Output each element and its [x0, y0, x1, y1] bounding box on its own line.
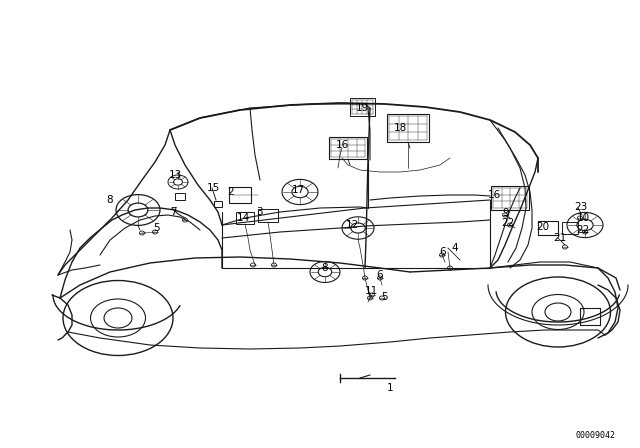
Bar: [258, 208, 278, 221]
Text: 21: 21: [554, 233, 566, 243]
Bar: [491, 186, 529, 210]
Text: 16: 16: [335, 140, 349, 150]
Text: 5: 5: [153, 223, 159, 233]
Bar: [387, 114, 429, 142]
Text: 23: 23: [574, 202, 588, 212]
Text: 22: 22: [577, 225, 589, 235]
Text: 12: 12: [346, 220, 358, 230]
Bar: [229, 187, 251, 203]
Text: 8: 8: [322, 263, 328, 273]
Text: 20: 20: [536, 222, 550, 232]
Text: 6: 6: [440, 247, 446, 257]
Bar: [562, 222, 578, 234]
Text: 16: 16: [488, 190, 500, 200]
Text: 13: 13: [168, 170, 182, 180]
Text: 15: 15: [206, 183, 220, 193]
Text: 22: 22: [501, 218, 515, 228]
Text: 6: 6: [377, 270, 383, 280]
Text: 3: 3: [256, 207, 262, 217]
Bar: [175, 193, 185, 199]
Text: 7: 7: [170, 207, 176, 217]
Text: 00009042: 00009042: [575, 431, 615, 439]
Text: 8: 8: [107, 195, 113, 205]
Bar: [329, 137, 367, 159]
Text: 4: 4: [452, 243, 458, 253]
Text: 2: 2: [228, 187, 234, 197]
Text: 11: 11: [364, 286, 378, 296]
Text: 19: 19: [355, 103, 369, 113]
Text: 10: 10: [577, 213, 589, 223]
Bar: [349, 98, 374, 116]
Text: 18: 18: [394, 123, 406, 133]
Bar: [214, 201, 222, 207]
Text: 14: 14: [236, 213, 250, 223]
Text: 17: 17: [291, 185, 305, 195]
Bar: [236, 212, 254, 224]
Text: 5: 5: [381, 292, 387, 302]
Bar: [538, 221, 558, 235]
Text: 1: 1: [387, 383, 394, 393]
Text: 9: 9: [502, 208, 509, 218]
